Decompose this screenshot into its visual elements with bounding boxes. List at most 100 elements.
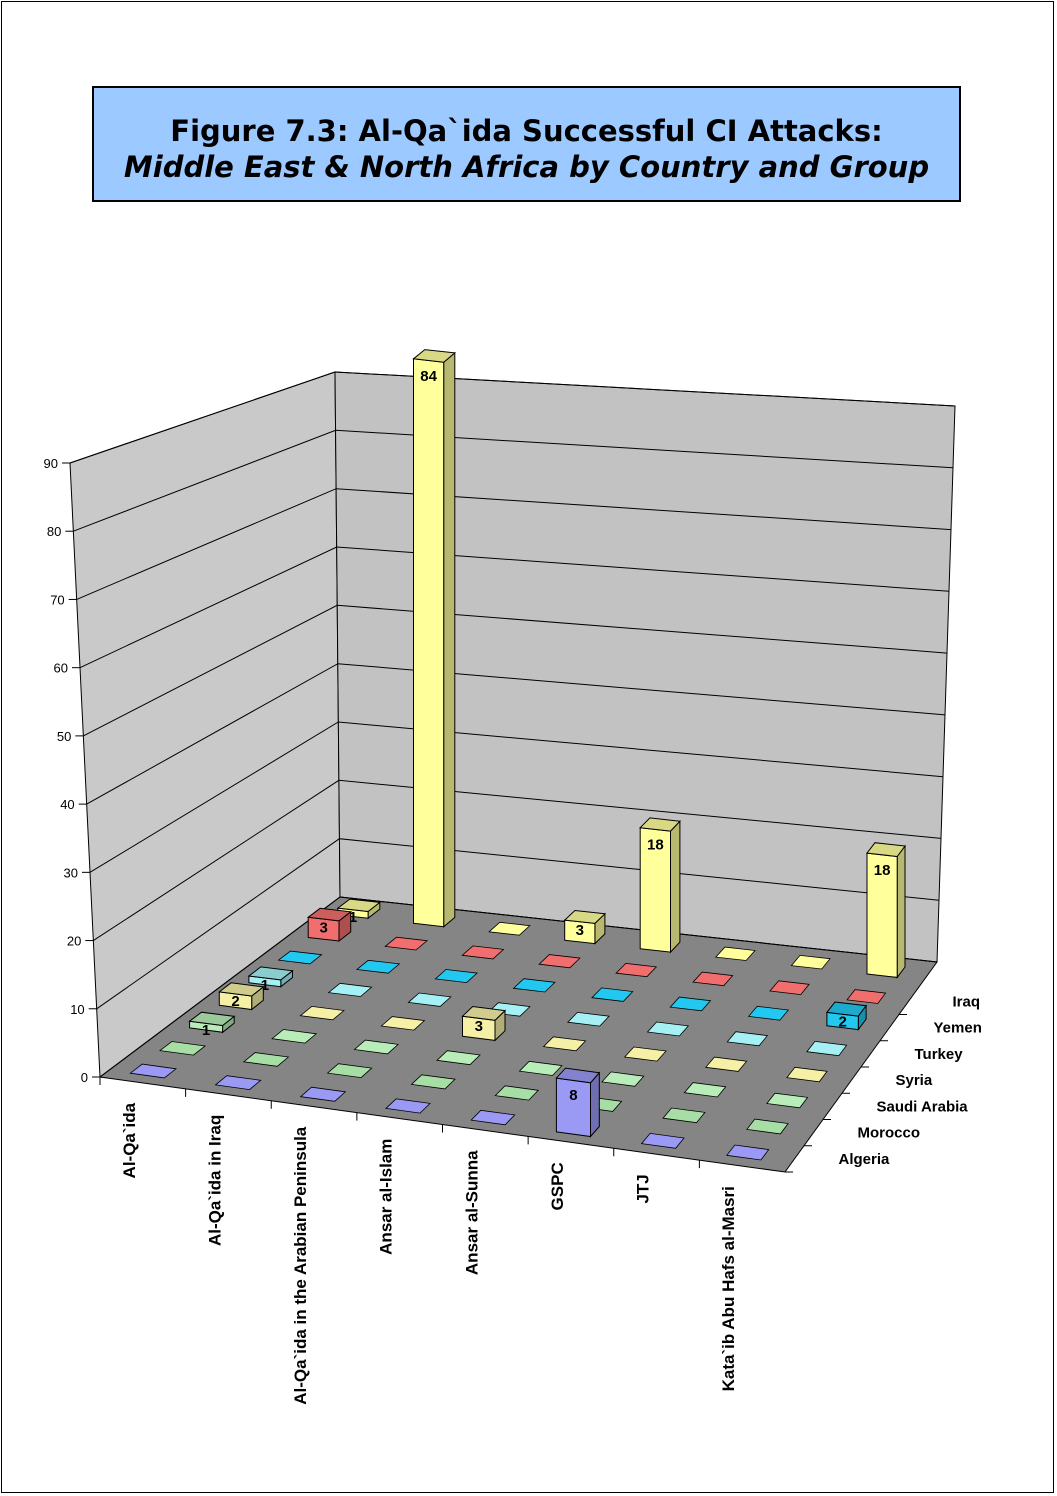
- zero-bar-tile: [407, 992, 452, 1007]
- zero-bar-tile: [566, 1011, 610, 1027]
- zero-bar-tile: [327, 982, 373, 997]
- z-series-label: Yemen: [934, 1020, 982, 1037]
- zero-bar-tile: [470, 1109, 516, 1126]
- zero-bar-tile: [434, 969, 479, 984]
- x-category-label: Al-Qa`ida in the Arabian Peninsula: [291, 1126, 310, 1405]
- gridline: [96, 838, 940, 1010]
- zero-bar-tile: [353, 1039, 400, 1055]
- chart-title: Figure 7.3: Al-Qa`ida Successful CI Atta…: [170, 114, 883, 148]
- z-series-label: Morocco: [858, 1125, 921, 1142]
- zero-bar-tile: [726, 1144, 770, 1161]
- zero-bar-tile: [242, 1052, 290, 1067]
- zero-bar-tile: [591, 987, 634, 1002]
- bar-data-label: 1: [261, 977, 269, 994]
- zero-bar-tile: [518, 1060, 563, 1076]
- z-series-label: Algeria: [839, 1151, 891, 1168]
- bar-data-label: 3: [475, 1018, 483, 1035]
- bar-top: [461, 1005, 507, 1021]
- bar-side: [670, 819, 681, 954]
- x-category-label: GSPC: [548, 1162, 567, 1210]
- zero-bar-tile: [129, 1063, 177, 1079]
- z-series-label: Iraq: [953, 993, 981, 1010]
- bar-data-label: 1: [202, 1022, 210, 1039]
- bar-top: [218, 982, 265, 997]
- zero-bar-tile: [326, 1063, 373, 1079]
- gridline: [93, 779, 942, 942]
- y-tick-label: 40: [60, 797, 74, 812]
- bar-top: [247, 966, 294, 981]
- zero-bar-tile: [299, 1086, 347, 1102]
- zero-bar-tile: [214, 1075, 262, 1091]
- zero-bar-tile: [538, 954, 581, 969]
- zero-bar-tile: [640, 1132, 685, 1149]
- zero-bar-tile: [380, 1016, 426, 1031]
- zero-bar-tile: [601, 1071, 645, 1087]
- zero-bar-tile: [385, 1098, 431, 1114]
- zero-bar-tile: [355, 959, 401, 974]
- x-category-label: Kata`ib Abu Hafs al-Masri: [719, 1186, 738, 1391]
- y-tick-label: 70: [50, 592, 64, 607]
- y-tick-label: 0: [81, 1070, 88, 1085]
- x-category-label: JTJ: [634, 1174, 653, 1203]
- zero-bar-tile: [683, 1082, 727, 1098]
- bar-data-label: 3: [319, 919, 327, 936]
- zero-bar-tile: [790, 954, 831, 970]
- zero-bar-tile: [705, 1056, 748, 1072]
- zero-bar-tile: [488, 921, 531, 936]
- x-category-label: Ansar al-Sunna: [462, 1150, 481, 1275]
- zero-bar-tile: [277, 950, 323, 965]
- bar-data-label: 18: [874, 862, 891, 879]
- zero-bar-tile: [615, 962, 658, 978]
- x-category-label: Ansar al-Islam: [377, 1139, 396, 1255]
- gridline: [83, 604, 948, 737]
- gridline: [99, 896, 938, 1078]
- zero-bar-tile: [846, 989, 887, 1004]
- gridline: [79, 546, 950, 669]
- x-category-label: Al-Qa`ida in Iraq: [205, 1115, 224, 1246]
- chart-title-box: Figure 7.3: Al-Qa`ida Successful CI Atta…: [92, 86, 961, 202]
- zero-bar-tile: [669, 996, 712, 1012]
- bar-front: [413, 358, 445, 928]
- bar-data-label: 2: [231, 993, 239, 1010]
- zero-bar-tile: [623, 1046, 667, 1062]
- bar-top: [555, 1067, 601, 1084]
- bar-data-label: 3: [576, 922, 584, 939]
- zero-bar-tile: [714, 946, 756, 961]
- z-series-label: Syria: [896, 1072, 933, 1089]
- bar-top: [639, 817, 681, 832]
- zero-bar-tile: [542, 1036, 587, 1052]
- bar-side: [896, 844, 906, 979]
- zero-bar-tile: [384, 936, 429, 951]
- chart-subtitle: Middle East & North Africa by Country an…: [123, 150, 930, 184]
- zero-bar-tile: [299, 1005, 345, 1021]
- bar-data-label: 8: [569, 1087, 577, 1104]
- bar-top: [563, 909, 607, 924]
- bar-data-label: 1: [349, 909, 357, 926]
- y-tick-label: 80: [47, 524, 61, 539]
- z-series-label: Saudi Arabia: [877, 1098, 969, 1115]
- bar-top: [188, 1011, 236, 1027]
- bar-data-label: 84: [420, 368, 437, 385]
- y-tick-label: 50: [57, 729, 71, 744]
- bar-side: [443, 351, 456, 928]
- zero-bar-tile: [786, 1066, 828, 1083]
- bar-data-label: 18: [647, 837, 664, 854]
- zero-bar-tile: [271, 1029, 318, 1044]
- bar-top: [336, 898, 382, 913]
- gridline: [69, 371, 956, 464]
- y-tick-label: 90: [44, 456, 58, 471]
- y-tick-label: 30: [64, 865, 78, 880]
- zero-bar-tile: [747, 1005, 790, 1021]
- x-category-label: Al-Qa`ida: [120, 1102, 139, 1178]
- zero-bar-tile: [766, 1092, 809, 1109]
- zero-bar-tile: [494, 1085, 540, 1101]
- zero-bar-tile: [461, 945, 505, 960]
- gridline: [73, 429, 954, 532]
- y-tick-label: 10: [70, 1002, 84, 1017]
- zero-bar-tile: [806, 1040, 848, 1057]
- zero-bar-tile: [726, 1031, 769, 1047]
- zero-bar-tile: [512, 978, 556, 993]
- bar-top: [866, 842, 906, 858]
- zero-bar-tile: [662, 1107, 706, 1124]
- gridline: [89, 721, 944, 873]
